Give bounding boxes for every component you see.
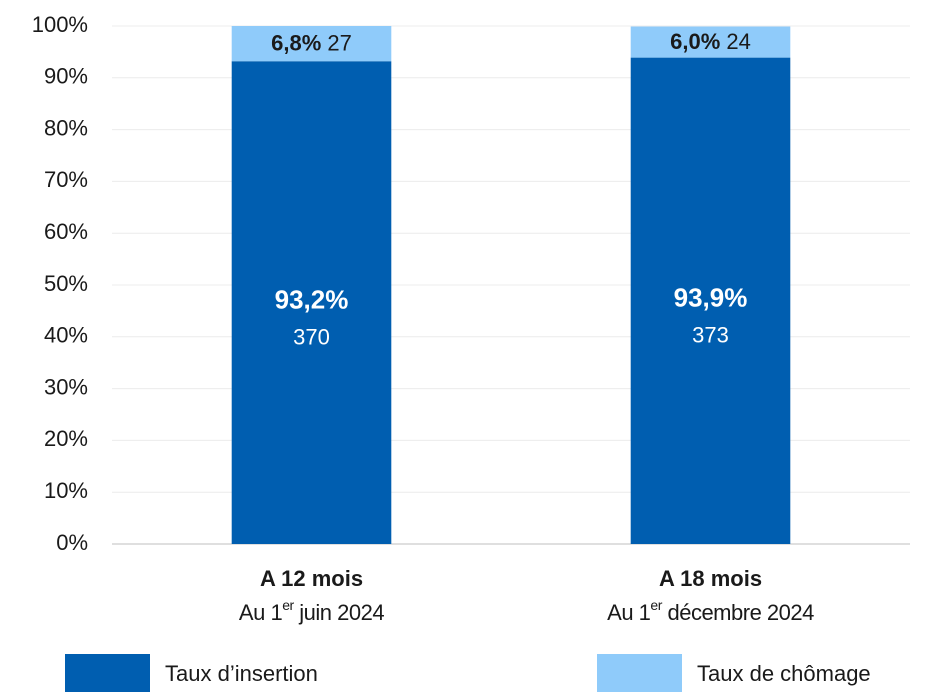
date-sup: er [282,597,294,613]
value-label: 93,9% [674,283,748,313]
date-sup: er [650,597,662,613]
legend-swatch [597,654,682,692]
x-tick-sublabel: Au 1er décembre 2024 [607,597,814,625]
date-part: décembre 2024 [662,600,814,625]
y-tick-label: 80% [44,115,88,140]
y-tick-label: 50% [44,271,88,296]
bar-segment [231,61,392,544]
legend-swatch [65,654,150,692]
date-part: juin 2024 [294,600,385,625]
y-tick-label: 30% [44,374,88,399]
y-tick-label: 70% [44,167,88,192]
x-tick-label: A 12 mois [260,566,363,591]
y-tick-label: 100% [32,12,88,37]
y-tick-label: 0% [56,530,88,555]
y-tick-label: 10% [44,478,88,503]
bar-segment [630,57,791,545]
legend-label: Taux de chômage [697,661,871,686]
count-label: 27 [327,30,351,55]
segment-label: 6,8% 27 [271,30,352,55]
y-tick-label: 40% [44,323,88,348]
value-label: 93,2% [275,284,349,314]
legend-label: Taux d’insertion [165,661,318,686]
value-label: 6,8% [271,30,321,55]
count-label: 24 [726,29,750,54]
y-tick-label: 90% [44,64,88,89]
date-part: Au 1 [607,600,651,625]
y-tick-label: 60% [44,219,88,244]
count-label: 370 [293,324,330,349]
count-label: 373 [692,323,729,348]
bar-segment [630,26,791,58]
bar-segment [231,26,392,62]
y-tick-label: 20% [44,426,88,451]
x-tick-label: A 18 mois [659,566,762,591]
date-part: Au 1 [239,600,283,625]
segment-label: 6,0% 24 [670,29,751,54]
x-tick-sublabel: Au 1er juin 2024 [239,597,384,625]
value-label: 6,0% [670,29,720,54]
